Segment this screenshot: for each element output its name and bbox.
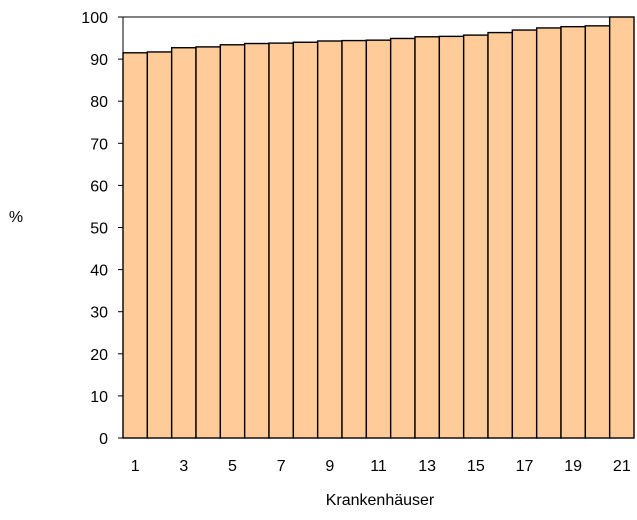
x-tick-label-21: 21 [613,458,631,475]
x-tick-label-17: 17 [516,458,534,475]
bar-2 [147,52,171,438]
bar-4 [196,47,220,438]
y-tick-label-30: 30 [90,305,108,322]
x-tick-label-11: 11 [370,458,387,475]
bar-9 [318,41,342,438]
x-tick-label-15: 15 [467,458,485,475]
bar-7 [269,43,293,438]
y-tick-label-60: 60 [90,178,108,195]
x-tick-label-7: 7 [277,458,286,475]
y-axis-label: % [9,209,23,226]
bar-16 [488,33,512,438]
bar-18 [537,28,561,438]
bar-11 [366,40,390,438]
y-tick-label-0: 0 [99,431,108,448]
bar-17 [512,30,536,438]
bar-13 [415,37,439,438]
x-tick-label-1: 1 [131,458,140,475]
y-tick-label-100: 100 [81,10,108,27]
x-tick-label-13: 13 [418,458,436,475]
bars [123,17,634,438]
y-tick-label-70: 70 [90,136,108,153]
y-tick-label-80: 80 [90,94,108,111]
y-tick-label-90: 90 [90,52,108,69]
y-tick-label-20: 20 [90,347,108,364]
bar-6 [245,44,269,438]
y-tick-label-50: 50 [90,221,108,238]
x-tick-label-3: 3 [179,458,188,475]
bar-19 [561,27,585,438]
x-axis-label: Krankenhäuser [326,492,435,509]
x-tick-label-19: 19 [564,458,582,475]
bar-15 [464,35,488,438]
bar-5 [220,45,244,438]
bar-1 [123,53,147,438]
bar-3 [172,48,196,438]
x-tick-label-5: 5 [228,458,237,475]
bar-12 [391,38,415,438]
bar-20 [585,26,609,438]
bar-10 [342,41,366,438]
y-axis: 0 10 20 30 40 50 60 70 80 90 100 [81,10,123,448]
x-tick-label-9: 9 [325,458,334,475]
bar-14 [439,36,463,438]
y-tick-label-10: 10 [90,389,108,406]
x-axis: 1 3 5 7 9 11 13 15 17 19 21 [123,438,634,475]
bar-8 [293,42,317,438]
y-tick-label-40: 40 [90,263,108,280]
bar-21 [610,17,634,438]
